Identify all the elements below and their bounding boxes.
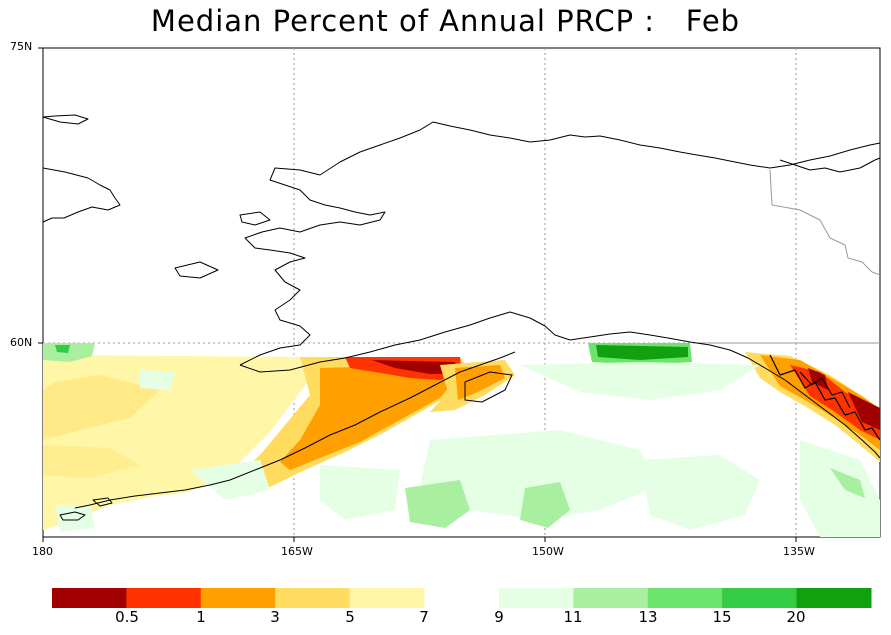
colorbar	[52, 588, 872, 608]
gridlines	[43, 48, 880, 537]
axis-ticks	[38, 47, 797, 542]
colorbar-label-0-5: 0.5	[115, 608, 139, 626]
precip-dry-shading	[43, 352, 880, 530]
precip-wet-shading	[43, 343, 880, 537]
colorbar-label-7: 7	[419, 608, 429, 626]
colorbar-wet-swatch-2	[647, 588, 723, 608]
map-title: Median Percent of Annual PRCP : Feb	[150, 4, 741, 38]
colorbar-wet-swatch-3	[722, 588, 798, 608]
lat-label-75n: 75N	[10, 40, 33, 53]
colorbar-dry-swatch-4	[349, 588, 425, 608]
lon-label-180: 180	[32, 545, 53, 558]
colorbar-label-5: 5	[345, 608, 355, 626]
colorbar-label-1: 1	[196, 608, 206, 626]
colorbar-wet-swatch-4	[796, 588, 872, 608]
colorbar-label-11: 11	[563, 608, 583, 626]
colorbar-label-15: 15	[712, 608, 732, 626]
colorbar-label-9: 9	[494, 608, 504, 626]
colorbar-dry-swatch-2	[200, 588, 276, 608]
colorbar-label-3: 3	[270, 608, 280, 626]
canada-border	[697, 169, 881, 344]
colorbar-wet-swatch-1	[573, 588, 649, 608]
colorbar-wet	[499, 588, 872, 608]
colorbar-dry-swatch-0	[52, 588, 127, 608]
lon-label-135w: 135W	[783, 545, 815, 558]
lon-label-165w: 165W	[281, 545, 313, 558]
colorbar-dry-swatch-3	[275, 588, 351, 608]
lon-label-150w: 150W	[532, 545, 564, 558]
colorbar-wet-swatch-0	[499, 588, 574, 608]
lat-label-60n: 60N	[10, 336, 33, 349]
colorbar-label-13: 13	[638, 608, 658, 626]
colorbar-label-20: 20	[786, 608, 806, 626]
coastline	[42, 114, 881, 521]
colorbar-dry-swatch-1	[126, 588, 202, 608]
colorbar-dry	[52, 588, 425, 608]
